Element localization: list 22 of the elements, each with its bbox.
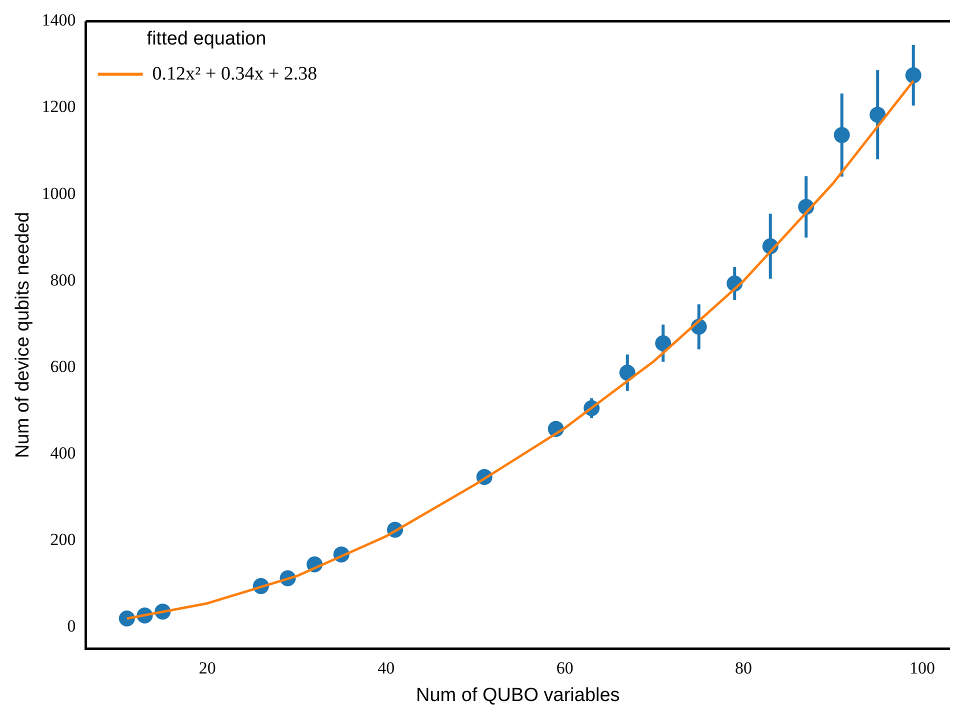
x-tick-label: 40 bbox=[378, 658, 395, 678]
y-tick-label: 200 bbox=[50, 530, 76, 550]
point bbox=[870, 106, 886, 123]
x-tick-label: 100 bbox=[910, 658, 936, 678]
y-tick-label: 600 bbox=[50, 356, 76, 376]
legend-label: 0.12x² + 0.34x + 2.38 bbox=[152, 63, 318, 84]
y-tick-label: 800 bbox=[50, 270, 76, 290]
point bbox=[905, 67, 922, 84]
y-axis-title: Num of device qubits needed bbox=[12, 212, 34, 458]
legend-title: fitted equation bbox=[146, 28, 266, 50]
y-tick-label: 1000 bbox=[42, 184, 76, 203]
x-tick-label: 60 bbox=[556, 658, 574, 678]
x-axis-title: Num of QUBO variables bbox=[416, 684, 620, 706]
x-tick-label: 20 bbox=[198, 658, 216, 678]
x-tick-label: 80 bbox=[735, 658, 752, 678]
point bbox=[834, 127, 850, 144]
y-tick-label: 400 bbox=[50, 443, 76, 462]
y-tick-label: 0 bbox=[67, 616, 76, 636]
point bbox=[118, 610, 135, 626]
y-tick-label: 1200 bbox=[42, 97, 76, 116]
point bbox=[655, 335, 672, 352]
y-tick-label: 1400 bbox=[42, 10, 76, 30]
